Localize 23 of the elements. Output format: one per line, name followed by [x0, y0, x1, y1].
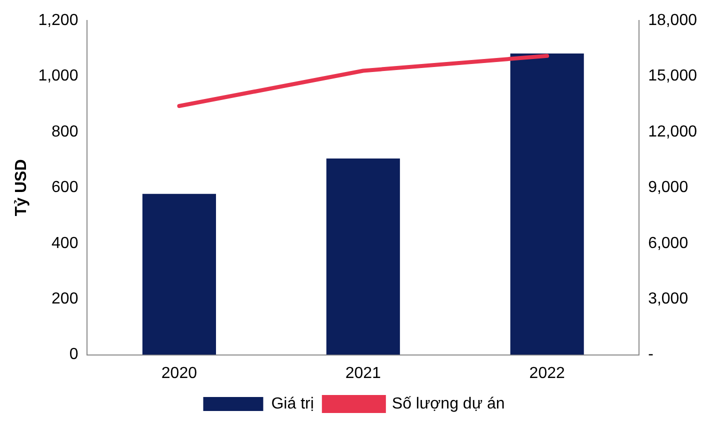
bar [326, 158, 400, 355]
legend-label: Số lượng dự án [392, 395, 505, 412]
y-tick-label: 800 [52, 123, 78, 140]
x-tick-label: 2021 [345, 364, 382, 382]
y-tick-label: 1,200 [38, 12, 78, 30]
y-tick-label: 600 [52, 179, 78, 196]
y-tick-label: 1,000 [38, 68, 78, 85]
y-tick-label: 400 [52, 234, 78, 252]
y2-tick-label: 18,000 [648, 12, 698, 30]
legend-label: Giá trị [271, 395, 314, 412]
y-axis-title: Tỷ USD [13, 159, 30, 216]
y-tick-label: 200 [52, 290, 78, 308]
x-tick-label: 2022 [529, 364, 565, 382]
y2-tick-label: 3,000 [648, 290, 688, 308]
y2-tick-label: 6,000 [648, 234, 688, 252]
bar [142, 194, 216, 355]
y2-tick-label: 9,000 [648, 179, 688, 196]
x-tick-label: 2020 [161, 364, 198, 382]
y-tick-label: 0 [69, 346, 78, 364]
bar [510, 53, 584, 355]
y2-tick-label: 12,000 [648, 123, 698, 140]
y2-tick-label: 15,000 [648, 68, 698, 85]
y2-tick-label: - [648, 346, 654, 364]
